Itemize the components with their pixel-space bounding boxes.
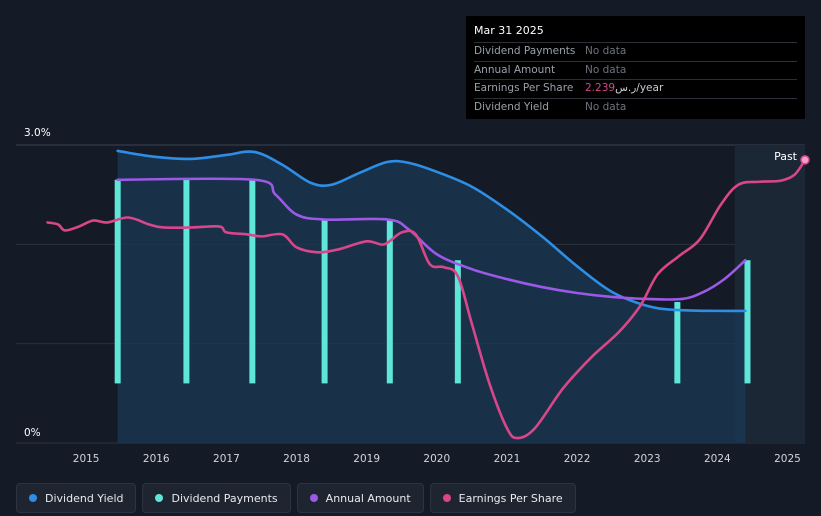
earnings-per-share-line [46,158,807,440]
eps-end-marker [800,155,810,165]
y-label-bottom: 0% [24,427,41,439]
legend-item-dividend-yield[interactable]: Dividend Yield [16,483,137,513]
x-tick-label: 2019 [353,453,380,465]
dividend-payment-bar [321,219,328,384]
legend-label: Dividend Payments [171,491,278,505]
tooltip-label: Dividend Payments [474,45,576,57]
tooltip-value: No data [585,63,627,76]
x-tick-label: 2017 [213,453,240,465]
eps-value: 2.239 [585,82,616,94]
x-tick-label: 2016 [143,453,170,465]
dividend-payment-bar [386,219,393,384]
tooltip-value: No data [585,45,627,57]
dividend-yield-line [116,149,747,313]
tooltip-date: Mar 31 2025 [474,22,797,43]
tooltip-label: Annual Amount [474,63,556,76]
legend-label: Earnings Per Share [458,491,563,505]
eps-unit: ر.س/year [615,82,664,94]
legend-item-earnings-per-share[interactable]: Earnings Per Share [429,483,576,513]
annual-amount-line [116,177,747,301]
tooltip-row-dividend-payments: Dividend Payments No data [474,43,797,62]
legend-label: Dividend Yield [45,491,124,505]
dividend-payment-bar [114,179,121,384]
dividend-yield-area [117,150,746,443]
dividend-payment-bar [183,179,190,384]
dividend-payment-bar [454,260,461,384]
tooltip-row-earnings-per-share: Earnings Per Share 2.239ر.س/year [474,80,797,99]
legend-item-annual-amount[interactable]: Annual Amount [296,483,424,513]
x-tick-label: 2018 [283,453,310,465]
tooltip-row-dividend-yield: Dividend Yield No data [474,99,797,117]
past-label: Past [774,150,798,163]
legend-dot-icon [155,494,164,502]
tooltip-row-annual-amount: Annual Amount No data [474,62,797,80]
x-tick-label: 2023 [634,453,661,465]
x-tick-label: 2020 [423,453,450,465]
x-tick-label: 2021 [494,453,521,465]
x-tick-label: 2015 [73,453,100,465]
legend-dot-icon [442,494,451,502]
dividend-payment-bar [744,260,751,384]
y-label-top: 3.0% [24,127,51,139]
tooltip-label: Dividend Yield [474,100,549,113]
x-tick-label: 2025 [774,453,801,465]
dividend-payment-bar [249,179,256,384]
dividend-payment-bar [674,301,681,384]
legend: Dividend Yield Dividend Payments Annual … [16,483,576,513]
legend-label: Annual Amount [325,491,411,505]
x-tick-label: 2022 [564,453,591,465]
legend-dot-icon [29,494,37,502]
legend-dot-icon [309,494,318,502]
tooltip-value: No data [585,100,627,113]
tooltip-value: 2.239ر.س/year [585,80,663,98]
legend-item-dividend-payments[interactable]: Dividend Payments [142,483,291,513]
tooltip-panel: Mar 31 2025 Dividend Payments No data An… [466,16,805,119]
x-tick-label: 2024 [704,453,731,465]
tooltip-label: Earnings Per Share [474,82,574,94]
